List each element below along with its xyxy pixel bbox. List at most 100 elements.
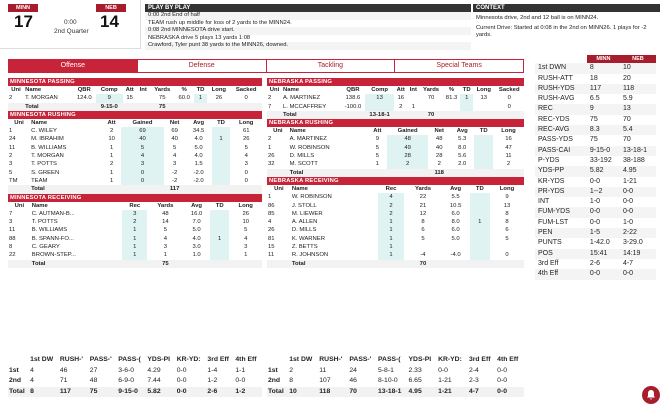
column-header: Avg (193, 119, 205, 126)
table-cell: 26 (268, 227, 275, 234)
table-row: 2 T. MORGAN 124.0 9 15 75 60.0 1 26 0 (8, 94, 262, 103)
quarter-cell: 1st (268, 366, 278, 374)
table-cell: 3 (172, 161, 177, 168)
table-cell: 5 (163, 227, 167, 234)
play-by-play-panel: PLAY BY PLAY 0:00 2nd End of half TEAM ru… (145, 4, 471, 50)
table-cell: 11 (268, 252, 275, 259)
total-cell: Total (30, 185, 102, 194)
table-cell: 13 (480, 95, 488, 102)
table-cell (211, 160, 231, 169)
table-cell: 8 (505, 219, 509, 226)
tab-defense[interactable]: Defense (138, 60, 267, 72)
column-header: Att (125, 87, 134, 93)
table-cell: 5.0 (451, 235, 460, 242)
play-by-play-item: TEAM rush up middle for loss of 2 yards … (145, 19, 471, 28)
table-row: 11 R. JOHNSON 1 -4 -4.0 0 (267, 251, 524, 260)
quarter-cell: 8 (289, 377, 294, 384)
table-cell: 81.3 (445, 95, 458, 102)
table-cell: 1 (193, 94, 208, 103)
team-stat-row: 3rd Eff 2-6 4-7 (535, 259, 656, 269)
table-cell: 1 (460, 94, 474, 103)
quarter-cell: 1-2 (207, 377, 218, 384)
table-cell: 9 (375, 136, 379, 143)
column-header: Net (434, 128, 444, 135)
table-cell: TM (9, 177, 18, 184)
table-cell: 1 (469, 218, 490, 227)
total-cell (267, 259, 291, 268)
table-cell: A. MARTINEZ (289, 136, 327, 143)
tab-offense[interactable]: Offense (9, 60, 138, 72)
quarter-column-header: YDS-PI (147, 356, 171, 363)
table-cell (474, 152, 493, 161)
notification-bell-button[interactable] (642, 386, 660, 404)
table-row: 1 C. WILEY 2 69 69 34.5 61 (8, 127, 262, 136)
table-row: 26 D. MILLS 1 6 6.0 6 (267, 226, 524, 235)
stats-table: Uni Name QBR Comp Att Int Yards% TD Long Sacked 2 T… (8, 86, 262, 111)
table-cell: 6 (421, 227, 425, 234)
stats-table: Uni Name Att Gained Net Avg TD Long 1 C. WILEY 2 69… (8, 119, 262, 194)
table-cell: 4 (163, 235, 167, 242)
table-cell: 2 (122, 218, 148, 227)
table-row: 2 A. MARTINEZ 9 48 48 5.3 16 (267, 135, 524, 144)
table-row: 81 K. WARNER 1 5 5.0 5 (267, 234, 524, 244)
table-cell: 16.0 (190, 210, 203, 217)
tab-tackling[interactable]: Tackling (267, 60, 396, 72)
team-stat-cell: 1-0 (589, 198, 601, 206)
total-row: Total 75 (8, 259, 262, 268)
total-cell: Total (288, 168, 368, 177)
quarter-row: 1st 4 46 27 3-6-0 4.29 0-0 1-4 1-1 (8, 366, 262, 377)
team-stat-cell: 20 (622, 74, 631, 82)
table-cell: 32 (268, 161, 275, 168)
quarter-total-cell: Total (8, 386, 30, 397)
table-cell: 1 (375, 161, 379, 168)
table-cell: -2 (171, 169, 178, 176)
play-by-play-item: 0:08 2nd MINNESOTA drive start. (145, 27, 471, 35)
quarter-cell: 48 (89, 377, 98, 384)
table-cell: 11 (9, 144, 16, 151)
table-cell: B. SPANN-FO... (31, 235, 74, 242)
nebraska-stats-column: NEBRASKA PASSING Uni Name QBR Comp Att Int Yard… (267, 78, 524, 268)
team-stat-cell: 4.95 (622, 167, 637, 175)
total-cell: 70 (419, 110, 443, 120)
table-cell: K. WARNER (291, 235, 325, 242)
team-stat-row: REC 9 13 (535, 104, 656, 115)
table-cell: 3 (163, 244, 167, 251)
column-header: TD (215, 202, 224, 209)
team-stat-cell: 0-0 (589, 177, 601, 185)
quarter-column-header: 3rd Eff (468, 356, 491, 363)
tab-special-teams[interactable]: Special Teams (436, 62, 482, 69)
table-cell: 75 (158, 95, 166, 102)
table-cell: -100.0 (344, 103, 362, 110)
total-cell (230, 102, 262, 111)
team-stat-row: REC-AVG 8.3 5.4 (535, 125, 656, 136)
team-stat-cell: 15:41 (589, 249, 608, 257)
total-cell (489, 259, 524, 268)
table-cell: -2 (171, 177, 178, 184)
table-cell: 8.0 (451, 219, 460, 226)
total-cell: 70 (404, 259, 442, 268)
play-by-play-item: NEBRASKA drive 5 plays 13 yards 1:08 (145, 34, 471, 43)
quarter-column-header: 4th Eff (235, 356, 257, 363)
section-title: NEBRASKA RUSHING (267, 119, 524, 128)
quarter-cell: 1-21 (438, 377, 452, 384)
play-by-play-item: Crawford, Tyler punt 38 yards to the MIN… (145, 42, 471, 50)
team-stat-cell: 13 (622, 105, 631, 113)
table-cell: R. JOHNSON (291, 252, 329, 259)
column-header: Uni (274, 185, 284, 192)
table-cell: 1 (211, 135, 231, 144)
table-row: 3 T. POTTS 2 14 7.0 10 (8, 218, 262, 227)
table-cell: 3 (244, 161, 248, 168)
quarter-column-header: PASS-' (89, 356, 112, 363)
table-cell: 28 (435, 153, 443, 160)
table-cell: 4.0 (192, 235, 201, 242)
table-cell: 8.0 (458, 144, 467, 151)
table-cell: 1 (122, 234, 148, 244)
table-cell (211, 176, 231, 186)
total-cell (211, 185, 231, 194)
table-cell: 13 (503, 202, 511, 209)
team-stat-cell: PASS-CAI (538, 146, 571, 154)
table-row: 1 W. ROBINSON 4 22 5.5 9 (267, 193, 524, 202)
quarter-cell: 2nd (9, 377, 22, 384)
table-cell: 1 (122, 243, 148, 252)
table-cell: 3.0 (192, 244, 201, 251)
